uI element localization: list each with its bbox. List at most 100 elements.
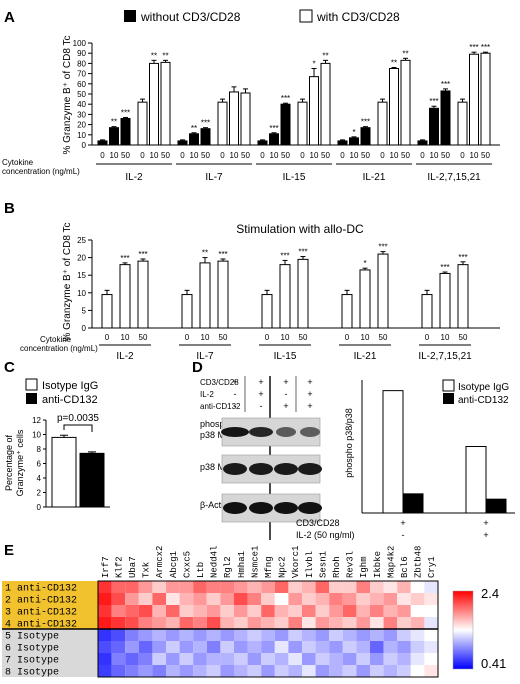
heatmap-cell — [342, 641, 357, 653]
heatmap-cell — [424, 641, 438, 653]
panel-letter-e: E — [4, 542, 14, 559]
significance-b: ** — [202, 249, 208, 258]
heatmap-cell — [274, 653, 289, 665]
conc-label-b: 0 — [345, 333, 350, 342]
heatmap-cell — [410, 641, 425, 653]
heatmap-cell — [315, 653, 330, 665]
heatmap-cell — [179, 641, 194, 653]
bar-a — [149, 62, 159, 146]
pvalue-label-c: p=0.0035 — [57, 413, 99, 424]
panel-letter-a: A — [4, 9, 15, 26]
conc-label-a: 10 — [430, 151, 439, 160]
y-tick-label-a: 10 — [77, 131, 86, 140]
y-tick-label-a: 20 — [77, 121, 86, 130]
bar-a — [200, 128, 211, 146]
y-tick-label-a: 100 — [73, 39, 87, 48]
conc-label-a: 10 — [390, 151, 399, 160]
heatmap-cell — [125, 665, 139, 677]
heatmap-row-label: 7 Isotype — [5, 656, 59, 667]
y-tick-label-b: 10 — [77, 289, 86, 298]
heatmap-cell — [356, 581, 370, 593]
bar-a — [440, 90, 451, 146]
significance-a: *** — [469, 43, 478, 52]
bar-b — [217, 260, 229, 329]
heatmap-cell — [315, 617, 330, 629]
heatmap-cell — [111, 665, 126, 677]
x-axis-label-b-line2: concentration (ng/mL) — [20, 344, 98, 353]
group-label-a: IL-2 — [125, 172, 143, 183]
y-tick-label-c: 8 — [37, 445, 42, 454]
conc-label-b: 50 — [379, 333, 388, 342]
group-label-b: IL-15 — [274, 351, 297, 362]
heatmap-cell — [329, 581, 343, 593]
heatmap-cell — [179, 653, 194, 665]
y-tick-label-a: 90 — [77, 49, 86, 58]
bar-b — [199, 262, 211, 329]
heatmap-row-label: 8 Isotype — [5, 668, 59, 679]
conc-label-b: 0 — [105, 333, 110, 342]
y-tick-label-a: 60 — [77, 80, 86, 89]
heatmap-column-label: Cxxc5 — [182, 551, 192, 578]
heatmap-cell — [315, 581, 330, 593]
heatmap-cell — [193, 629, 207, 641]
y-axis-label-b: % Granzyme B⁺ of CD8 Tc — [62, 222, 73, 341]
heatmap-cell — [111, 581, 126, 593]
heatmap-cell — [329, 665, 343, 677]
lane-sign: + — [307, 377, 312, 387]
conc-label-a: 10 — [150, 151, 159, 160]
heatmap-cell — [193, 593, 207, 605]
heatmap-cell — [206, 617, 221, 629]
heatmap-cell — [166, 665, 180, 677]
heatmap-cell — [152, 617, 166, 629]
bar-a — [160, 61, 171, 146]
heatmap-cell — [370, 617, 384, 629]
heatmap-cell — [383, 593, 398, 605]
heatmap-cell — [138, 641, 153, 653]
band-actin — [223, 502, 247, 514]
lane-sign: - — [234, 401, 237, 411]
significance-b: *** — [378, 243, 387, 252]
heatmap-cell — [329, 617, 343, 629]
group-label-a: IL-2,7,15,21 — [427, 172, 481, 183]
bar-isotype-d — [382, 390, 404, 514]
heatmap-cell — [410, 581, 425, 593]
legend-swatch-anti-d — [443, 393, 454, 404]
x-axis-label-a-line2: concentration (ng/mL) — [2, 167, 80, 176]
bar-b — [119, 264, 131, 329]
heatmap-column-label: Zbtb48 — [414, 546, 424, 578]
heatmap-cell — [111, 629, 126, 641]
bar-a — [189, 133, 199, 146]
bar-a — [97, 140, 108, 146]
heatmap-cell — [98, 581, 112, 593]
heatmap-cell — [220, 629, 234, 641]
significance-a: *** — [121, 108, 130, 117]
bar-c — [79, 452, 105, 508]
heatmap-cell — [220, 653, 234, 665]
legend-label-isotype-c: Isotype IgG — [42, 380, 98, 392]
heatmap-cell — [329, 605, 343, 617]
y-tick-label-c: 4 — [37, 474, 42, 483]
heatmap-cell — [315, 665, 330, 677]
heatmap-cell — [274, 593, 289, 605]
conc-label-a: 50 — [121, 151, 130, 160]
heatmap-cell — [397, 653, 411, 665]
heatmap-cell — [356, 605, 370, 617]
panel-letter-d: D — [192, 359, 203, 376]
heatmap-cell — [424, 605, 438, 617]
conc-label-a: 50 — [321, 151, 330, 160]
conc-label-b: 50 — [299, 333, 308, 342]
conc-label-b: 0 — [425, 333, 430, 342]
significance-b: *** — [120, 254, 129, 263]
heatmap-cell — [125, 641, 139, 653]
heatmap-cell — [98, 641, 112, 653]
bar-a — [309, 76, 319, 146]
sign-il2-d: + — [483, 530, 488, 540]
lane-sign: + — [307, 389, 312, 399]
bar-b — [279, 264, 291, 329]
heatmap-cell — [315, 629, 330, 641]
heatmap-cell — [261, 653, 275, 665]
heatmap-cell — [179, 665, 194, 677]
conc-label-b: 50 — [139, 333, 148, 342]
lane-label-cd3: CD3/CD28 — [200, 378, 239, 387]
heatmap-column-label: Npc2 — [278, 556, 288, 578]
